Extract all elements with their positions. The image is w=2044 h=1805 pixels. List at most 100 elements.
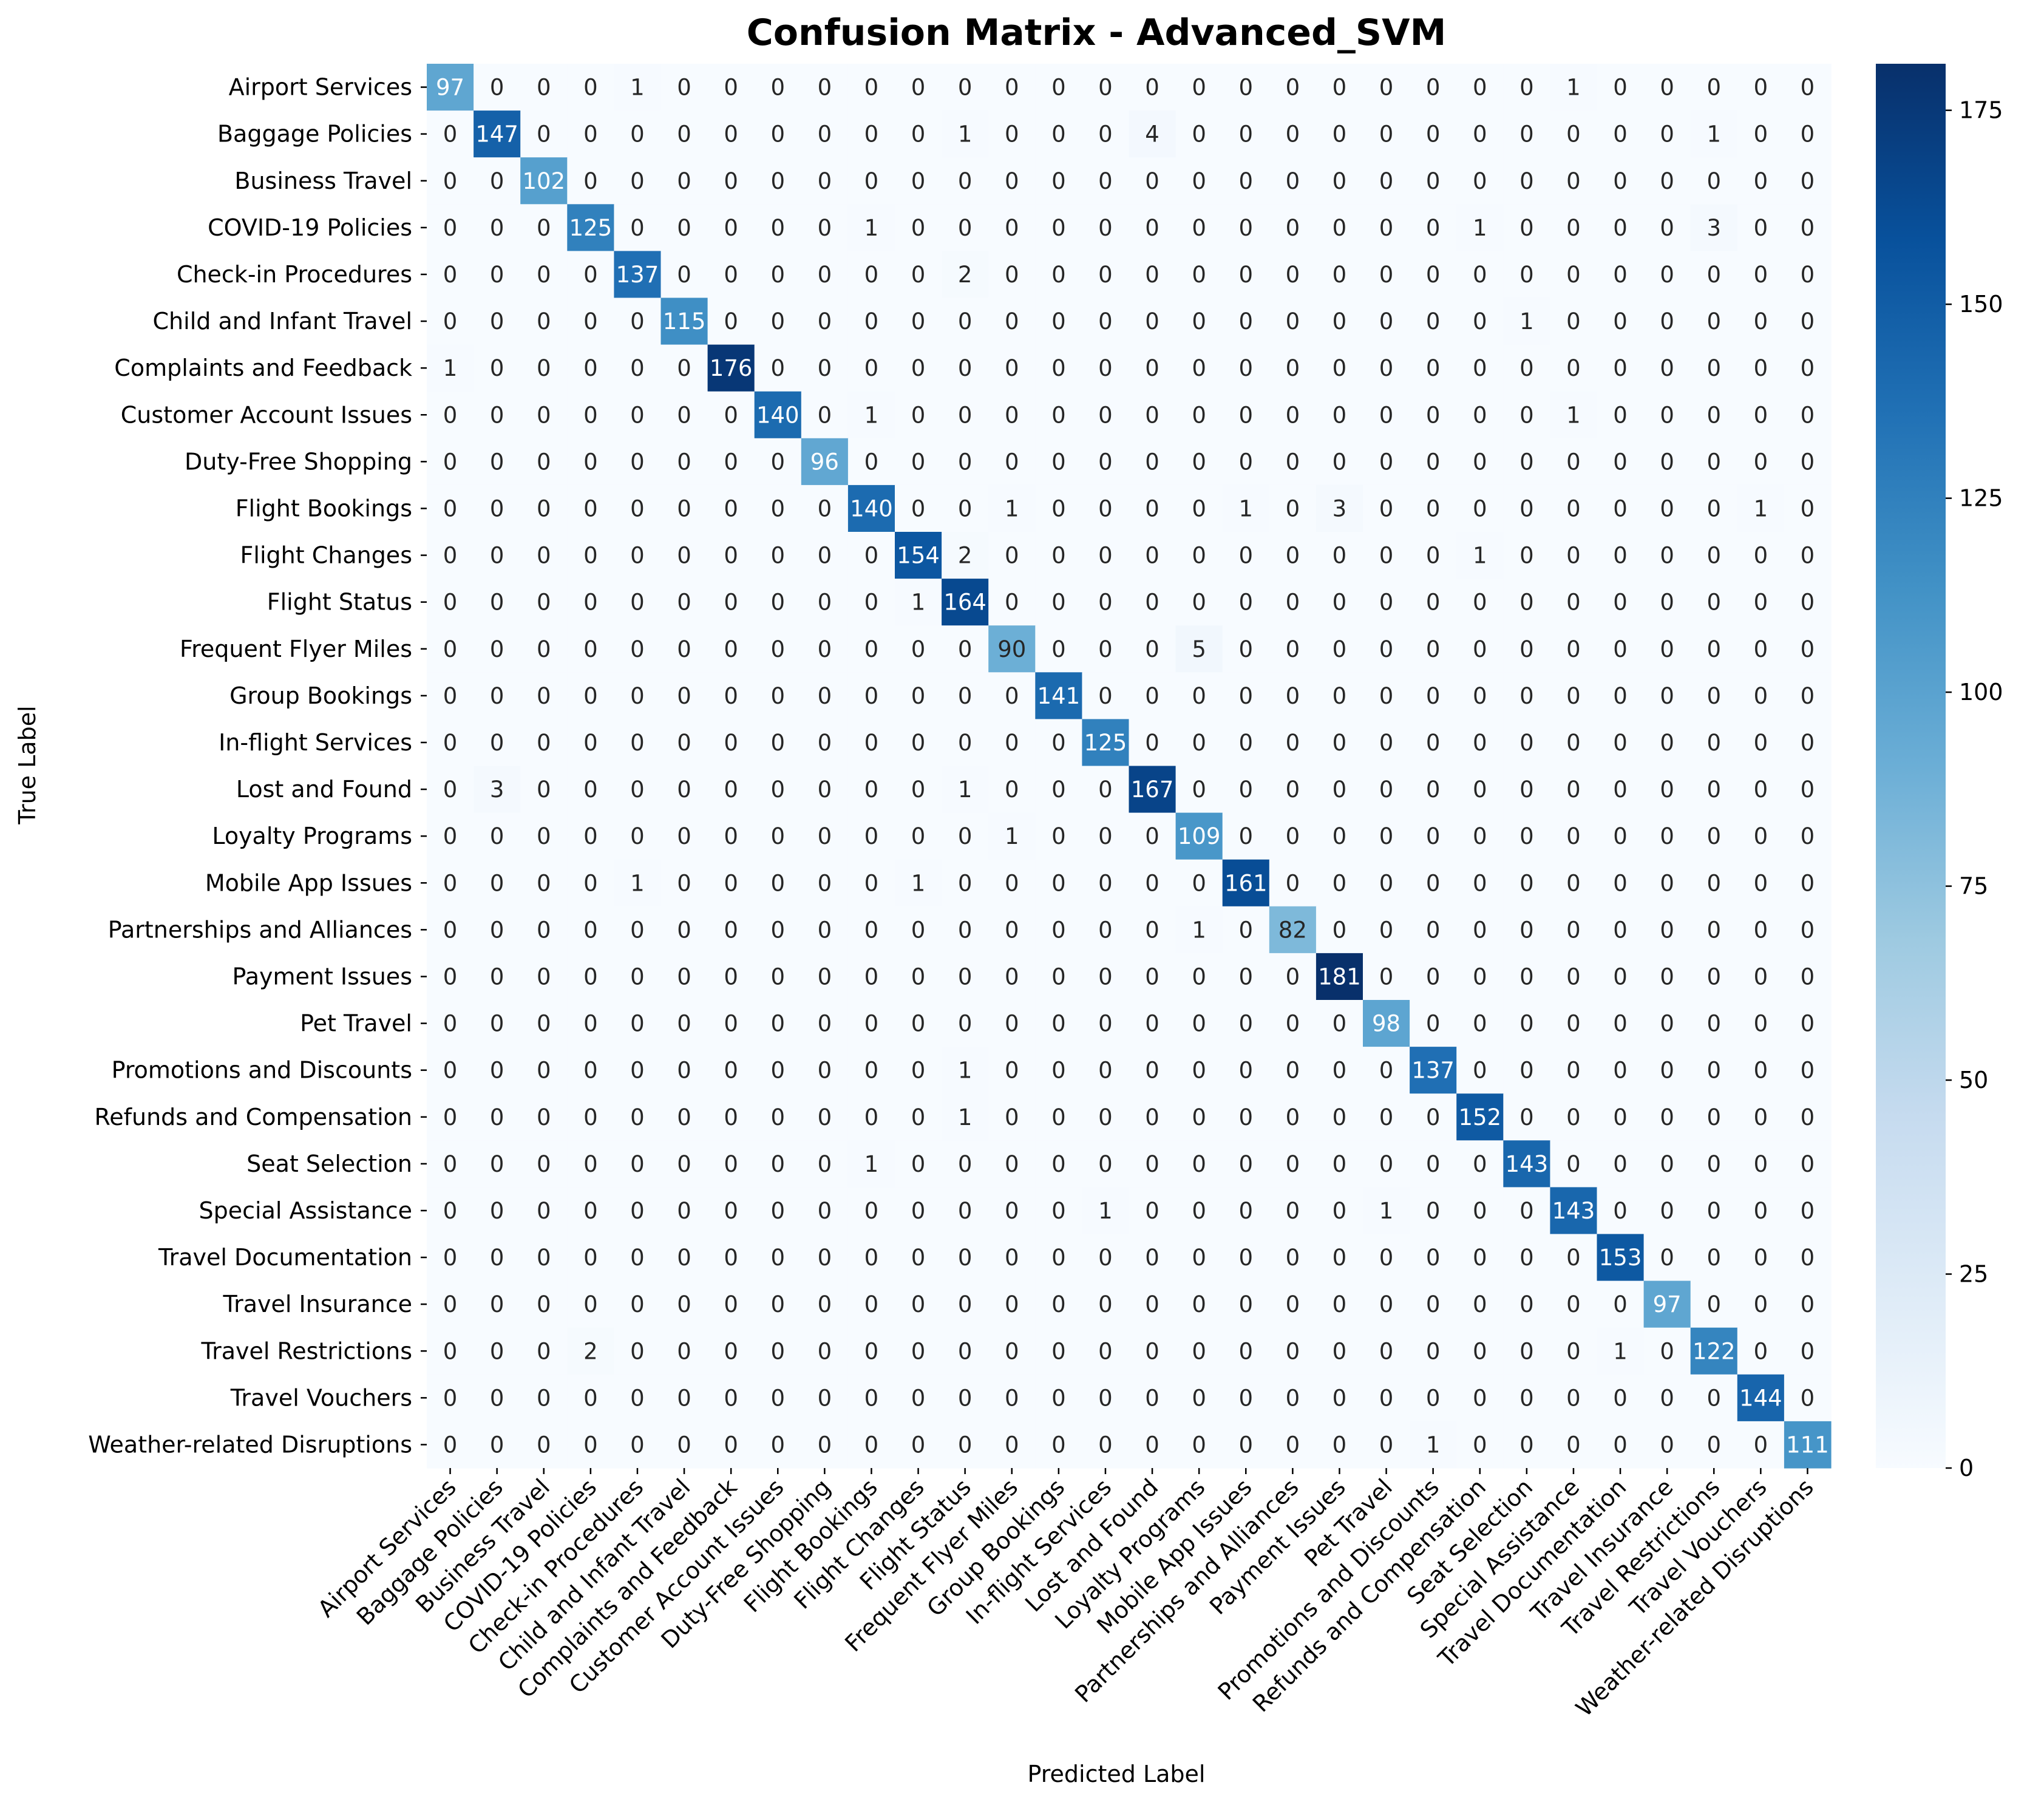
- heatmap-cell: [1597, 766, 1645, 814]
- cell-value-label: 0: [724, 1011, 738, 1037]
- heatmap-cell: [847, 1327, 895, 1375]
- cell-value-label: 0: [1005, 1198, 1019, 1224]
- y-axis-label: True Label: [14, 705, 41, 824]
- cell-value-label: 0: [630, 449, 645, 475]
- heatmap-cell: [614, 1140, 662, 1188]
- heatmap-cell: [895, 297, 942, 345]
- cell-value-label: 0: [1473, 1011, 1487, 1037]
- cell-value-label: 0: [864, 1011, 879, 1037]
- cell-value-label: 0: [1754, 168, 1768, 194]
- heatmap-cell: [1643, 719, 1691, 767]
- heatmap-cell: [942, 157, 989, 205]
- heatmap-cell: [1737, 110, 1785, 158]
- heatmap-cell: [1737, 532, 1785, 579]
- cell-value-label: 0: [490, 683, 504, 709]
- heatmap-cell: [1643, 344, 1691, 392]
- heatmap-cell: [988, 953, 1036, 1001]
- cell-value-label: 0: [1379, 870, 1394, 896]
- heatmap-cell: [1690, 859, 1738, 907]
- cell-value-label: 0: [864, 262, 879, 288]
- heatmap-cell: [1222, 625, 1270, 673]
- cell-value-label: 0: [1238, 917, 1253, 943]
- cell-value-label: 0: [1238, 1058, 1253, 1084]
- heatmap-cell: [474, 953, 521, 1001]
- heatmap-cell: [1597, 1047, 1645, 1094]
- cell-value-label: 0: [1286, 1338, 1300, 1364]
- cell-value-label: 0: [864, 1432, 879, 1458]
- cell-value-label: 0: [1473, 870, 1487, 896]
- heatmap-cell: [1363, 1047, 1410, 1094]
- heatmap-cell: [520, 438, 568, 486]
- cell-value-label: 0: [1192, 1432, 1206, 1458]
- heatmap-cell: [474, 1280, 521, 1328]
- heatmap-cell: [847, 672, 895, 719]
- heatmap-cell: [847, 1374, 895, 1422]
- heatmap-cell: [942, 1093, 989, 1141]
- heatmap-cell: [1082, 110, 1130, 158]
- cell-value-label: 0: [490, 1385, 504, 1411]
- cell-value-label: 0: [443, 1245, 458, 1271]
- heatmap-cell: [1269, 1140, 1317, 1188]
- heatmap-cell: [427, 1000, 474, 1047]
- cell-value-label: 0: [1754, 215, 1768, 241]
- cell-value-label: 0: [818, 636, 832, 662]
- cell-value-label: 0: [1754, 917, 1768, 943]
- cell-value-label: 0: [677, 355, 691, 381]
- heatmap-cell: [942, 766, 989, 814]
- cell-value-label: 0: [1801, 449, 1815, 475]
- cell-value-label: 0: [911, 730, 926, 756]
- cell-value-label: 0: [911, 823, 926, 849]
- heatmap-cell: [988, 906, 1036, 954]
- heatmap-cell: [1737, 953, 1785, 1001]
- heatmap-cell: [847, 859, 895, 907]
- heatmap-cell: [520, 391, 568, 439]
- heatmap-cell: [1129, 1280, 1176, 1328]
- heatmap-cell: [660, 110, 708, 158]
- heatmap-cell: [1222, 64, 1270, 111]
- cell-value-label: 0: [1379, 402, 1394, 428]
- heatmap-cell: [801, 953, 849, 1001]
- cell-value-label: 0: [1566, 1338, 1581, 1364]
- heatmap-cell: [942, 579, 989, 626]
- cell-value-label: 0: [1333, 1338, 1347, 1364]
- colorbar-tick-label: 50: [1959, 1067, 1988, 1093]
- cell-value-label: 0: [1754, 1338, 1768, 1364]
- y-tick-label: Airport Services: [229, 74, 412, 101]
- cell-value-label: 0: [1333, 1151, 1347, 1177]
- heatmap-cell: [942, 1234, 989, 1282]
- cell-value-label: 0: [1566, 121, 1581, 148]
- cell-value-label: 0: [1801, 1151, 1815, 1177]
- cell-value-label: 0: [1754, 730, 1768, 756]
- heatmap-cell: [1784, 672, 1832, 719]
- cell-value-label: 0: [537, 121, 551, 148]
- heatmap-cell: [1597, 157, 1645, 205]
- cell-value-label: 0: [1286, 75, 1300, 101]
- heatmap-cell: [614, 1047, 662, 1094]
- cell-value-label: 0: [1005, 75, 1019, 101]
- cell-value-label: 0: [443, 543, 458, 569]
- heatmap-cell: [942, 1327, 989, 1375]
- cell-value-label: 0: [818, 121, 832, 148]
- cell-value-label: 0: [1566, 964, 1581, 990]
- cell-value-label: 0: [724, 964, 738, 990]
- heatmap-cell: [427, 953, 474, 1001]
- cell-value-label: 0: [630, 402, 645, 428]
- heatmap-cell: [1550, 297, 1598, 345]
- cell-value-label: 0: [583, 449, 598, 475]
- cell-value-label: 0: [1051, 1245, 1066, 1271]
- heatmap-cell: [1269, 64, 1317, 111]
- cell-value-label: 0: [677, 964, 691, 990]
- cell-value-label: 0: [1519, 402, 1534, 428]
- cell-value-label: 0: [677, 823, 691, 849]
- cell-value-label: 0: [1005, 543, 1019, 569]
- heatmap-cell: [1363, 812, 1410, 860]
- heatmap-cell: [1269, 906, 1317, 954]
- cell-value-label: 0: [1426, 917, 1441, 943]
- cell-value-label: 0: [1706, 1058, 1721, 1084]
- cell-value-label: 0: [1660, 1151, 1674, 1177]
- heatmap-cell: [614, 1421, 662, 1469]
- cell-value-label: 0: [1005, 870, 1019, 896]
- heatmap-cell: [520, 812, 568, 860]
- cell-value-label: 0: [864, 683, 879, 709]
- heatmap-cell: [1737, 438, 1785, 486]
